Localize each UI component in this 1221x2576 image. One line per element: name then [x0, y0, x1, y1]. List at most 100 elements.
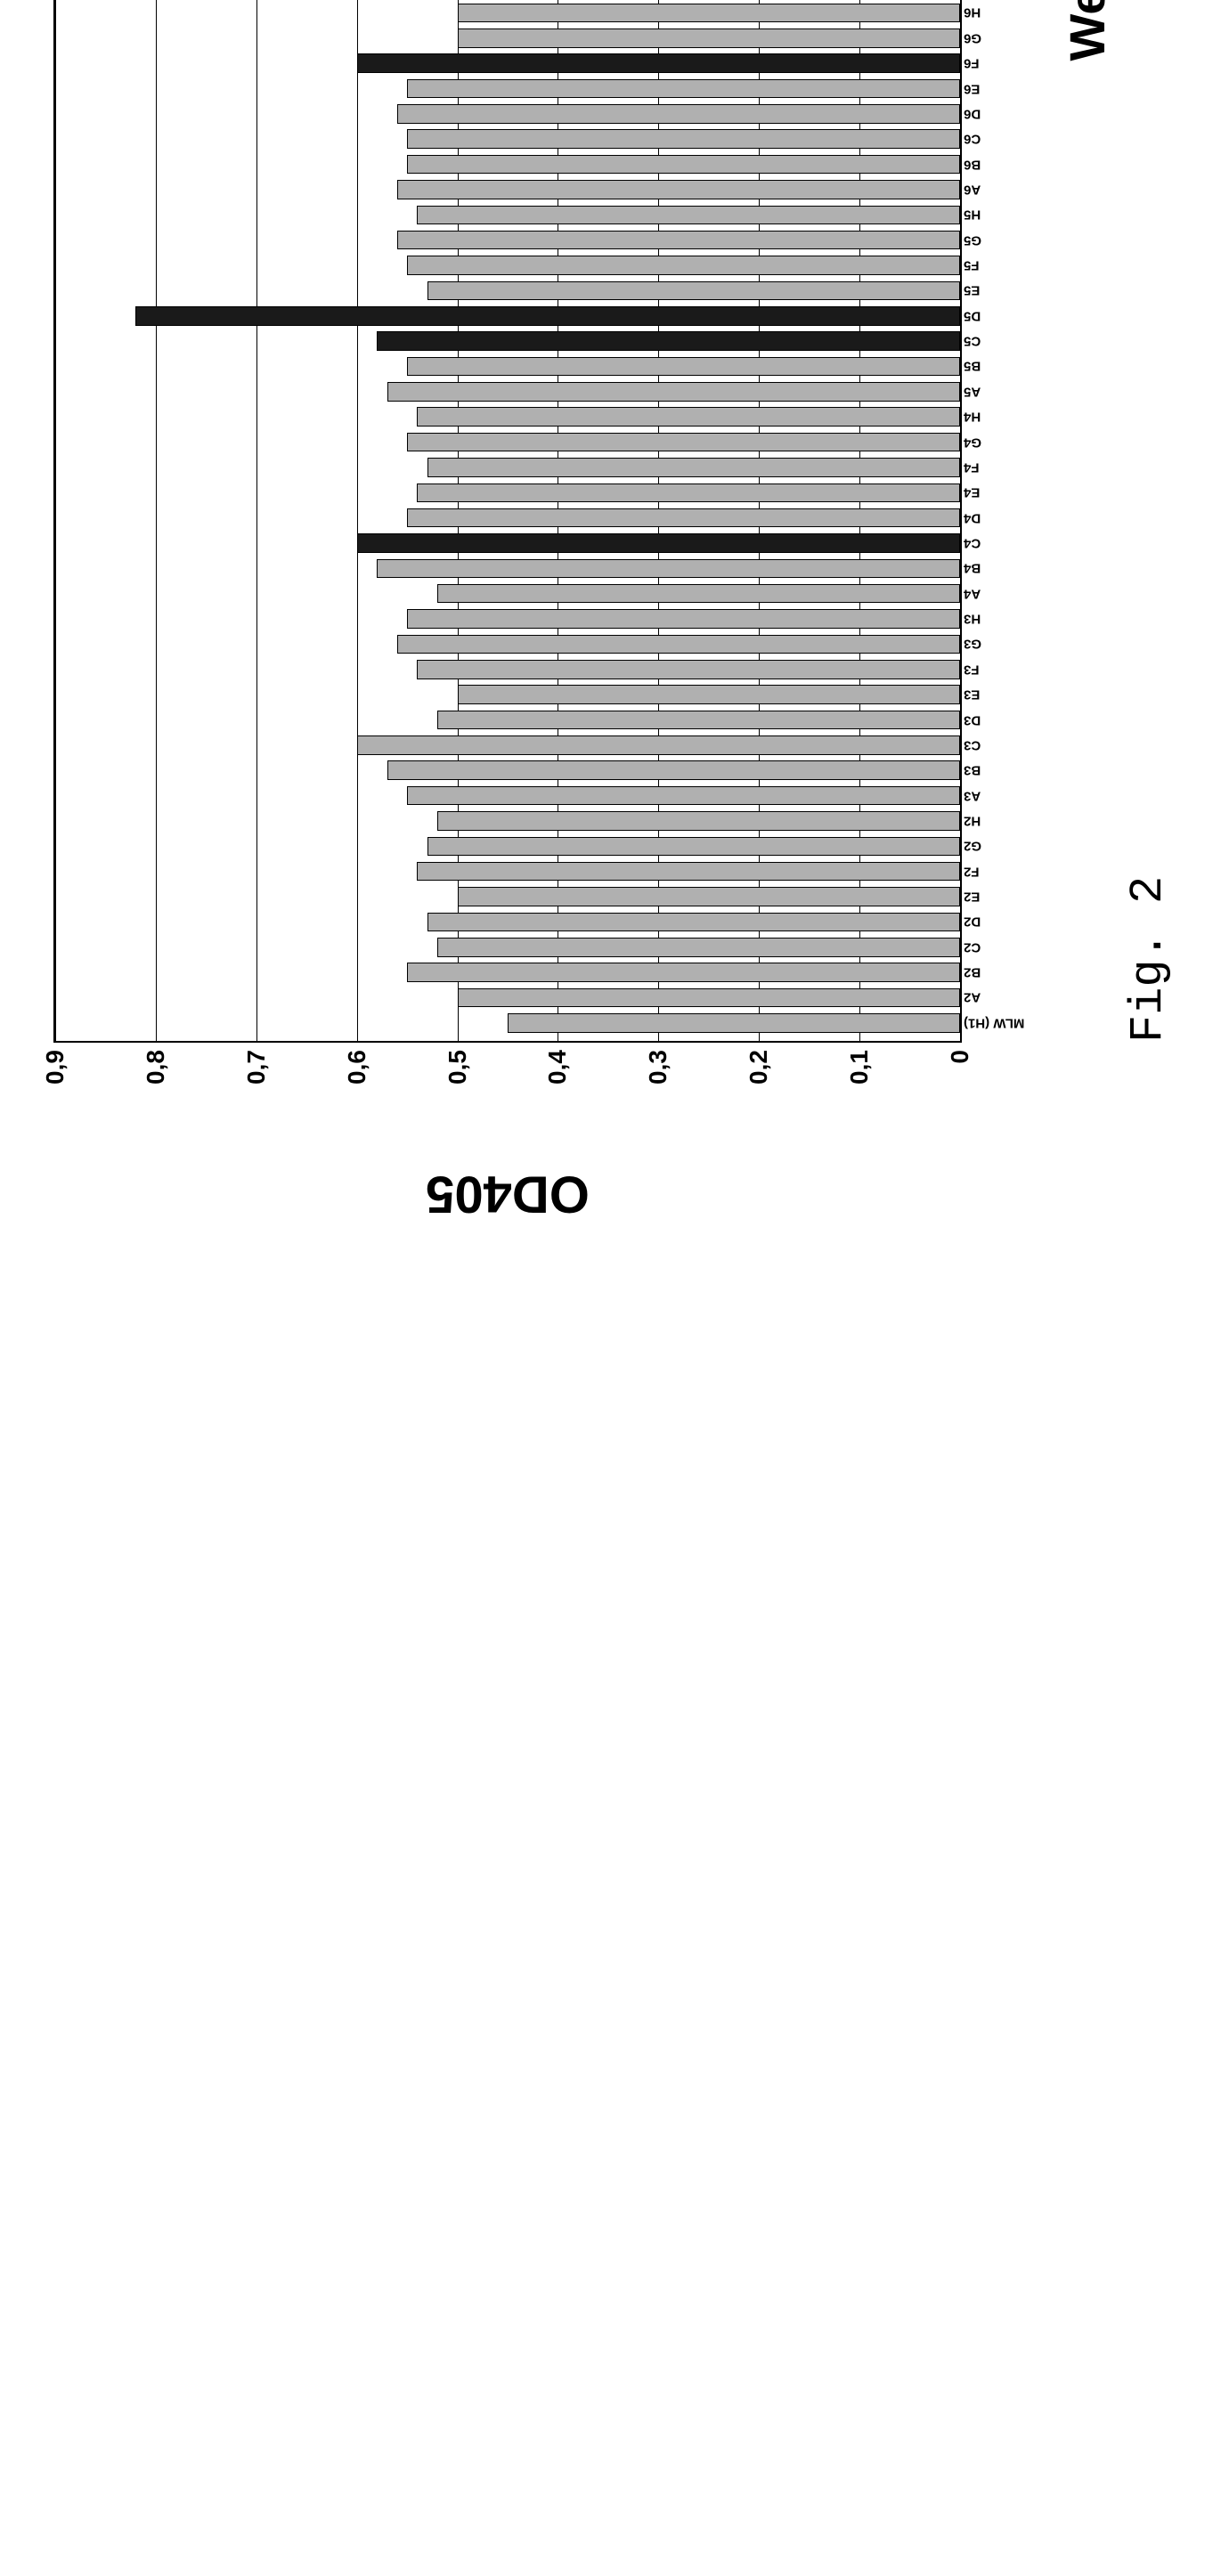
bar: [387, 760, 960, 780]
bar-slot: G6: [55, 26, 960, 51]
bar-slot: H6: [55, 0, 960, 25]
bar: [357, 53, 960, 73]
page: OD405 00,10,20,30,40,50,60,70,80,9 MLW (…: [0, 0, 1221, 2576]
x-tick-label: F4: [960, 459, 980, 475]
x-axis-title: Well number: [1058, 0, 1116, 61]
y-tick-label: 0,1: [845, 1041, 874, 1103]
bar-slot: G2: [55, 833, 960, 858]
x-tick-label: E6: [960, 81, 980, 96]
x-tick-label: B6: [960, 157, 981, 172]
bar-slot: E6: [55, 76, 960, 101]
bar: [417, 484, 960, 503]
x-tick-label: A6: [960, 182, 981, 197]
x-tick-label: A4: [960, 586, 981, 601]
x-tick-label: D4: [960, 510, 981, 525]
bar: [407, 609, 960, 629]
bar-slot: B4: [55, 556, 960, 581]
bar-slot: D2: [55, 909, 960, 934]
bar: [397, 180, 960, 199]
bar-slot: E2: [55, 884, 960, 909]
chart-frame: OD405 00,10,20,30,40,50,60,70,80,9 MLW (…: [53, 0, 962, 1043]
bar-slot: G3: [55, 631, 960, 656]
bar: [407, 155, 960, 175]
bar-slot: H5: [55, 202, 960, 227]
bar-slot: E4: [55, 480, 960, 505]
bar: [407, 963, 960, 982]
bar: [427, 913, 960, 932]
x-tick-label: G2: [960, 839, 981, 854]
bar: [357, 533, 960, 553]
x-tick-label: C4: [960, 536, 981, 551]
y-tick-label: 0,8: [142, 1041, 170, 1103]
bar: [417, 206, 960, 225]
bar: [437, 584, 960, 604]
bar-slot: E3: [55, 682, 960, 707]
y-tick-label: 0,9: [41, 1041, 69, 1103]
bar-slot: A3: [55, 783, 960, 808]
x-tick-label: A5: [960, 384, 981, 399]
bar: [397, 635, 960, 654]
x-tick-label: H4: [960, 410, 981, 425]
bar: [508, 1013, 960, 1033]
x-tick-label: C6: [960, 132, 981, 147]
bar: [458, 887, 960, 906]
x-tick-label: B4: [960, 561, 981, 576]
bar-slot: E5: [55, 278, 960, 303]
bar: [407, 433, 960, 452]
bar: [417, 862, 960, 882]
x-tick-label: D2: [960, 914, 981, 930]
x-tick-label: F5: [960, 258, 980, 273]
y-tick-label: 0,5: [444, 1041, 472, 1103]
y-tick-label: 0,2: [745, 1041, 773, 1103]
bar: [135, 306, 960, 326]
bar: [407, 129, 960, 149]
x-tick-label: D6: [960, 106, 981, 121]
bar: [417, 407, 960, 427]
x-tick-label: B5: [960, 359, 981, 374]
x-tick-label: E3: [960, 687, 980, 703]
bar-slot: B5: [55, 353, 960, 378]
bar-slot: C6: [55, 126, 960, 151]
x-tick-label: B2: [960, 965, 981, 980]
x-tick-label: H6: [960, 5, 981, 20]
bar-slot: H3: [55, 606, 960, 631]
y-tick-label: 0,7: [242, 1041, 271, 1103]
bar-slot: B6: [55, 151, 960, 176]
bar: [427, 837, 960, 857]
bar: [407, 786, 960, 806]
rotated-figure: OD405 00,10,20,30,40,50,60,70,80,9 MLW (…: [0, 0, 1221, 1221]
figure-caption: Fig. 2: [1122, 876, 1175, 1043]
x-tick-label: F3: [960, 662, 980, 677]
bar: [387, 382, 960, 402]
x-tick-label: D3: [960, 712, 981, 727]
bar: [458, 685, 960, 704]
y-tick-label: 0,4: [543, 1041, 572, 1103]
bar: [458, 4, 960, 23]
bar-slot: D5: [55, 304, 960, 329]
x-tick-label: H3: [960, 612, 981, 627]
bar: [377, 331, 960, 351]
bar-slot: MLW (H1): [55, 1011, 960, 1036]
bar-slot: B3: [55, 758, 960, 783]
x-tick-label: C5: [960, 334, 981, 349]
bar: [397, 104, 960, 124]
y-tick-label: 0: [946, 1041, 974, 1103]
bar-slot: F2: [55, 858, 960, 883]
bar: [458, 988, 960, 1008]
bar: [407, 357, 960, 377]
bar: [417, 660, 960, 679]
bar-slot: A4: [55, 581, 960, 606]
bar-slot: G5: [55, 228, 960, 253]
bar: [437, 811, 960, 831]
x-tick-label: A3: [960, 788, 981, 803]
x-tick-label: G4: [960, 435, 981, 450]
bar: [437, 711, 960, 730]
bar-slot: C4: [55, 531, 960, 556]
x-tick-label: E4: [960, 485, 980, 500]
bar-slot: A5: [55, 379, 960, 404]
bar-slot: D6: [55, 102, 960, 126]
bar-slot: C3: [55, 733, 960, 758]
x-tick-label: E5: [960, 283, 980, 298]
bar: [427, 458, 960, 477]
bar-slot: F3: [55, 657, 960, 682]
